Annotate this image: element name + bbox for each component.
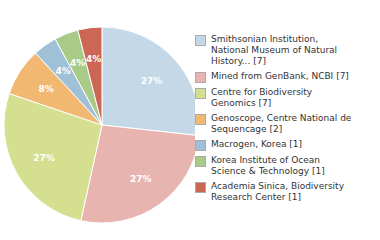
- html-text:Centre for Biodiversity: Centre for Biodiversity: [211, 86, 313, 97]
- html-text:Sequencage [2]: Sequencage [2]: [211, 123, 283, 134]
- svg-text:4%: 4%: [70, 58, 85, 68]
- svg-text:4%: 4%: [56, 66, 71, 76]
- html-text:National Museum of Natural: National Museum of Natural: [211, 44, 338, 55]
- svg-text:27%: 27%: [141, 76, 163, 86]
- html-text:Korea Institute of Ocean: Korea Institute of Ocean: [211, 154, 320, 165]
- html-text:Academia Sinica, Biodiversity: Academia Sinica, Biodiversity: [211, 180, 344, 191]
- svg-text:27%: 27%: [130, 174, 152, 184]
- html-text:Science & Technology [1]: Science & Technology [1]: [211, 165, 325, 176]
- html-text:History... [7]: History... [7]: [211, 55, 266, 66]
- html-text:Genomics [7]: Genomics [7]: [211, 97, 272, 108]
- html-text:Research Center [1]: Research Center [1]: [211, 191, 301, 202]
- html-text:Mined from GenBank, NCBI [7]: Mined from GenBank, NCBI [7]: [211, 70, 349, 81]
- html-text:Smithsonian Institution,: Smithsonian Institution,: [211, 33, 319, 44]
- html-text:Genoscope, Centre National de: Genoscope, Centre National de: [211, 112, 352, 123]
- html-text:Macrogen, Korea [1]: Macrogen, Korea [1]: [211, 138, 302, 149]
- svg-text:4%: 4%: [86, 54, 101, 64]
- svg-text:27%: 27%: [33, 153, 55, 163]
- svg-text:8%: 8%: [38, 84, 53, 94]
